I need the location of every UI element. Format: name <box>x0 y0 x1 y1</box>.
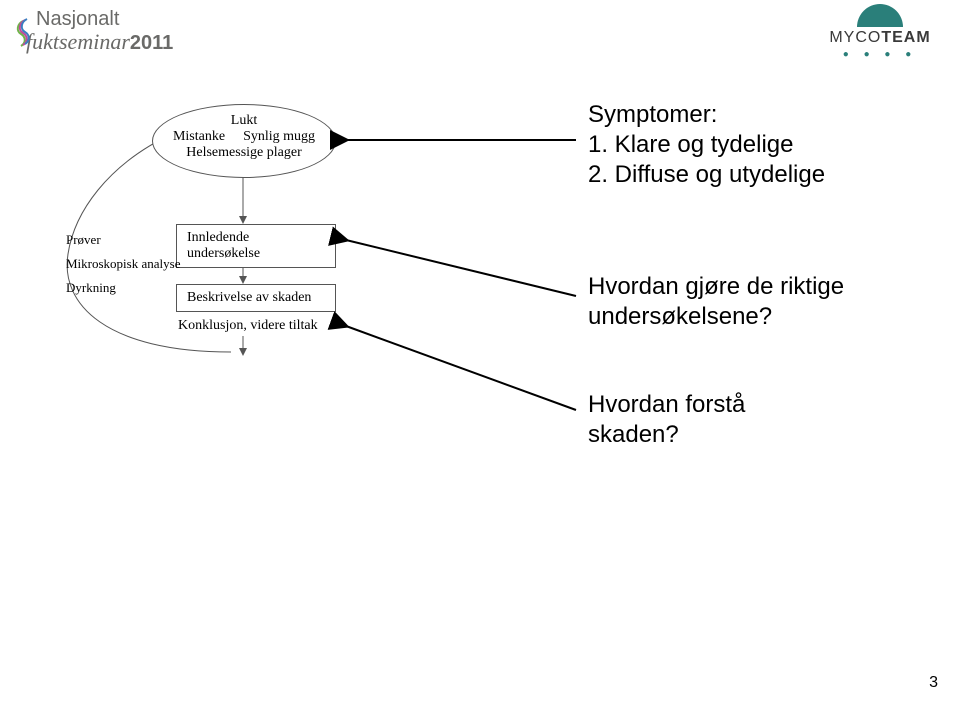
label-prover: Prøver <box>66 228 180 252</box>
logo-right-bold: TEAM <box>881 29 930 46</box>
label-mikro: Mikroskopisk analyse <box>66 252 180 276</box>
text-symptomer: Symptomer: 1. Klare og tydelige 2. Diffu… <box>588 100 825 190</box>
hvordan2-line1: Hvordan forstå <box>588 390 745 420</box>
logo-line2b: 2011 <box>130 32 173 54</box>
flow-diagram: Lukt Mistanke Synlig mugg Helsemessige pl… <box>66 104 406 364</box>
label-dyrkning: Dyrkning <box>66 276 180 300</box>
hvordan2-line2: skaden? <box>588 420 745 450</box>
arc-icon <box>857 4 903 27</box>
page-number: 3 <box>929 674 938 692</box>
logo-mycoteam: MYCOTEAM ● ● ● ● <box>820 4 940 60</box>
side-labels: Prøver Mikroskopisk analyse Dyrkning <box>66 228 180 300</box>
text-konklusjon: Konklusjon, videre tiltak <box>178 318 318 334</box>
hvordan1-line2: undersøkelsene? <box>588 302 844 332</box>
ellipse-line3: Helsemessige plager <box>153 145 335 161</box>
symptomer-line2: 2. Diffuse og utydelige <box>588 160 825 190</box>
symptomer-title: Symptomer: <box>588 100 825 130</box>
text-hvordan-forsta: Hvordan forstå skaden? <box>588 390 745 450</box>
logo-right-thin: MYCO <box>829 29 881 46</box>
ellipse-line1: Lukt <box>153 113 335 129</box>
logo-line1: Nasjonalt <box>36 8 184 31</box>
logo-nasjonalt-fuktseminar: Nasjonalt fuktseminar2011 <box>14 8 184 55</box>
ellipse-line2-right: Synlig mugg <box>243 129 315 144</box>
box-innledende: Innledende undersøkelse <box>176 224 336 268</box>
hvordan1-line1: Hvordan gjøre de riktige <box>588 272 844 302</box>
swirl-icon <box>12 18 34 48</box>
ellipse-line2-left: Mistanke <box>173 129 225 144</box>
symptomer-line1: 1. Klare og tydelige <box>588 130 825 160</box>
box-beskrivelse: Beskrivelse av skaden <box>176 284 336 312</box>
symptom-ellipse: Lukt Mistanke Synlig mugg Helsemessige pl… <box>152 104 336 178</box>
ellipse-text: Lukt Mistanke Synlig mugg Helsemessige pl… <box>153 113 335 161</box>
logo-line2a: fuktseminar <box>26 29 130 54</box>
dots-icon: ● ● ● ● <box>820 49 940 60</box>
text-hvordan-undersokelser: Hvordan gjøre de riktige undersøkelsene? <box>588 272 844 332</box>
